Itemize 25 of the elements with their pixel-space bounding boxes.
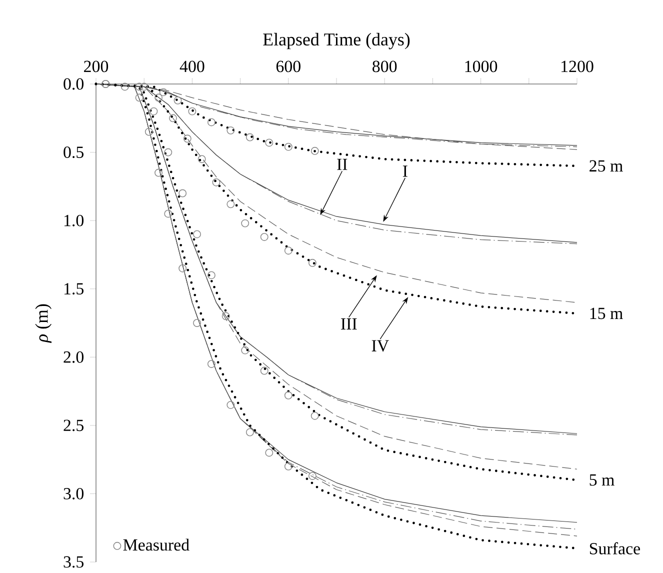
y-axis-title: ρ (m) xyxy=(35,304,52,343)
y-tick-label: 1.0 xyxy=(64,214,84,226)
y-tick-label: 0.5 xyxy=(64,146,84,158)
legend-label: Measured xyxy=(123,538,190,550)
x-tick-label: 400 xyxy=(180,60,204,72)
y-tick-label: 2.0 xyxy=(64,351,84,363)
x-tick-label: 200 xyxy=(84,60,108,72)
x-tick-label: 1000 xyxy=(465,60,498,72)
x-tick-label: 1200 xyxy=(562,60,594,72)
x-tick-label: 800 xyxy=(372,60,397,72)
annotation: 5 m xyxy=(590,474,614,486)
y-tick-label: 2.5 xyxy=(64,420,84,431)
y-tick-label: 3.5 xyxy=(64,556,84,568)
y-tick-label: 0.0 xyxy=(64,78,84,90)
x-tick-label: 600 xyxy=(276,60,300,72)
y-tick-label: 1.5 xyxy=(64,282,84,294)
annotation: 25 m xyxy=(590,160,623,172)
annotation: Surface xyxy=(590,542,640,554)
annotation: III xyxy=(341,318,357,330)
annotation: II xyxy=(337,158,348,170)
x-axis-title: Elapsed Time (days) xyxy=(263,32,410,50)
y-tick-label: 3.0 xyxy=(64,488,84,500)
annotation: 15 m xyxy=(590,308,623,319)
annotation: I xyxy=(402,165,408,177)
annotation: IV xyxy=(372,340,389,352)
